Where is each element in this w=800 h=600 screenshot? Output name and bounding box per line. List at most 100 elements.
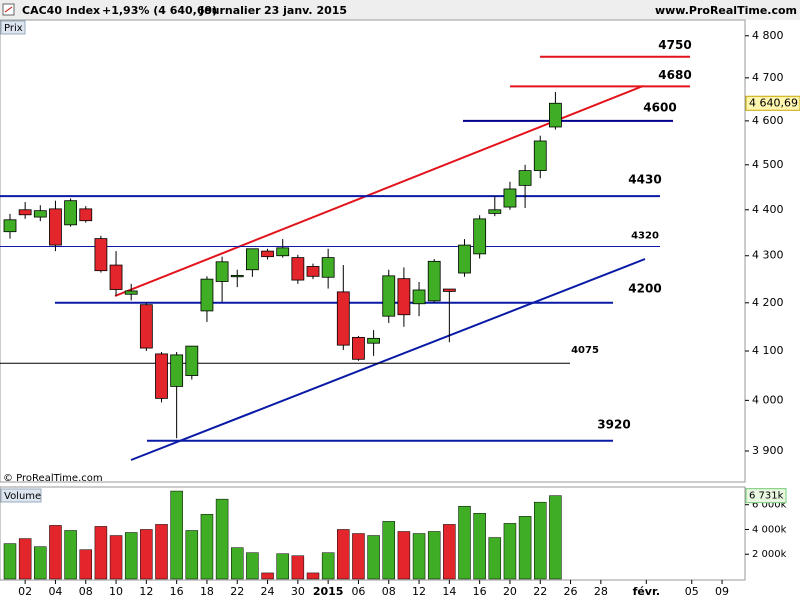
candle-body (533, 140, 547, 172)
candle-body (503, 188, 517, 208)
y-tick-label: 4 500 (752, 158, 784, 171)
candle-body (33, 210, 47, 218)
y-tick-label: 4 700 (752, 71, 784, 84)
y-tick-label: 3 900 (752, 444, 784, 457)
menu-icon-line (4, 6, 13, 13)
volume-bar (503, 523, 517, 580)
candle-body (473, 218, 487, 255)
price-pane (0, 19, 746, 483)
x-tick-label: 09 (715, 585, 729, 598)
header-bar (0, 0, 800, 20)
volume-tick-label: 4 000k (752, 524, 787, 535)
candle-body (488, 209, 502, 214)
last-volume-box (745, 488, 787, 504)
instrument: CAC40 Index (22, 4, 100, 17)
candle-body (155, 353, 168, 399)
last-price-box (745, 95, 800, 111)
y-tick-label: 4 200 (752, 296, 784, 309)
volume-bar (291, 555, 305, 580)
candle-body (367, 337, 381, 344)
candle-body (18, 209, 32, 216)
y-tick-label: 4 100 (752, 344, 784, 357)
candle-body (458, 244, 471, 274)
level-label: 4200 (628, 281, 661, 295)
level-label: 4600 (643, 100, 676, 114)
level-label: 4320 (631, 230, 659, 241)
volume-bar (473, 513, 486, 580)
volume-bar (18, 538, 32, 580)
candle-body (291, 257, 305, 281)
candle-body (79, 208, 93, 222)
volume-bar (246, 552, 259, 580)
volume-bar (534, 501, 547, 580)
x-tick-label: 28 (594, 585, 608, 598)
y-tick-label: 4 000 (752, 393, 784, 406)
volume-label: Volume (4, 491, 41, 502)
volume-bar (443, 524, 456, 580)
candle-body (321, 257, 335, 278)
volume-bar (397, 531, 411, 580)
trend-line (130, 258, 646, 461)
level-label: 4075 (571, 345, 599, 356)
x-tick-label: 24 (261, 585, 275, 598)
x-tick-label: 12 (139, 585, 153, 598)
y-tick-label: 4 800 (752, 29, 784, 42)
volume-bar (306, 572, 320, 580)
volume-bar (352, 533, 365, 580)
candle-body (64, 200, 77, 226)
candle-body (49, 208, 62, 246)
x-tick-label: 06 (351, 585, 365, 598)
candle-body (261, 250, 274, 258)
candle-body (230, 274, 244, 278)
level-label: 3920 (597, 417, 630, 431)
site[interactable]: www.ProRealTime.com (655, 4, 797, 17)
candle-body (185, 345, 199, 376)
volume-pane (0, 486, 746, 581)
volume-bar (337, 529, 350, 580)
candle-body (382, 275, 396, 317)
change: +1,93% (4 640,69) (102, 4, 217, 17)
volume-tick-label: 6 000k (752, 500, 787, 511)
last-price-label: 4 640,69 (749, 96, 798, 109)
volume-bar (79, 549, 92, 580)
x-tick-label: 12 (412, 585, 426, 598)
candle-body (397, 278, 411, 316)
x-tick-label: 2015 (313, 585, 344, 598)
volume-bar (155, 524, 168, 580)
volume-bar (64, 530, 77, 580)
x-tick-label: 22 (230, 585, 244, 598)
volume-bar (412, 533, 426, 580)
candle-body (442, 288, 456, 292)
period: Journalier (199, 4, 261, 17)
candle-body (336, 291, 350, 346)
candle-body (518, 170, 532, 186)
volume-bar (140, 529, 153, 580)
volume-bar (200, 514, 214, 580)
last-volume-label: 6 731k (749, 491, 784, 502)
volume-bar (109, 535, 123, 580)
volume-bar (94, 526, 108, 580)
x-tick-label: 20 (503, 585, 517, 598)
candle-body (245, 248, 259, 271)
volume-bar (488, 537, 502, 580)
y-tick-label: 4 600 (752, 114, 784, 127)
candle-body (215, 261, 229, 282)
pane-label: Prix (4, 23, 23, 34)
level-label: 4680 (658, 68, 691, 82)
volume-tag (0, 488, 42, 503)
volume-bar (382, 521, 395, 580)
x-tick-label: févr. (633, 585, 660, 598)
volume-bar (215, 498, 229, 580)
candle-body (124, 290, 138, 295)
x-tick-label: 26 (564, 585, 578, 598)
volume-bar (321, 552, 335, 580)
volume-tick-label: 2 000k (752, 549, 787, 560)
volume-bar (185, 530, 199, 580)
candle-body (3, 219, 17, 233)
volume-bar (231, 547, 244, 580)
x-tick-label: 30 (291, 585, 305, 598)
volume-bar (34, 546, 47, 580)
volume-bar (367, 535, 380, 580)
volume-bar (124, 532, 138, 580)
